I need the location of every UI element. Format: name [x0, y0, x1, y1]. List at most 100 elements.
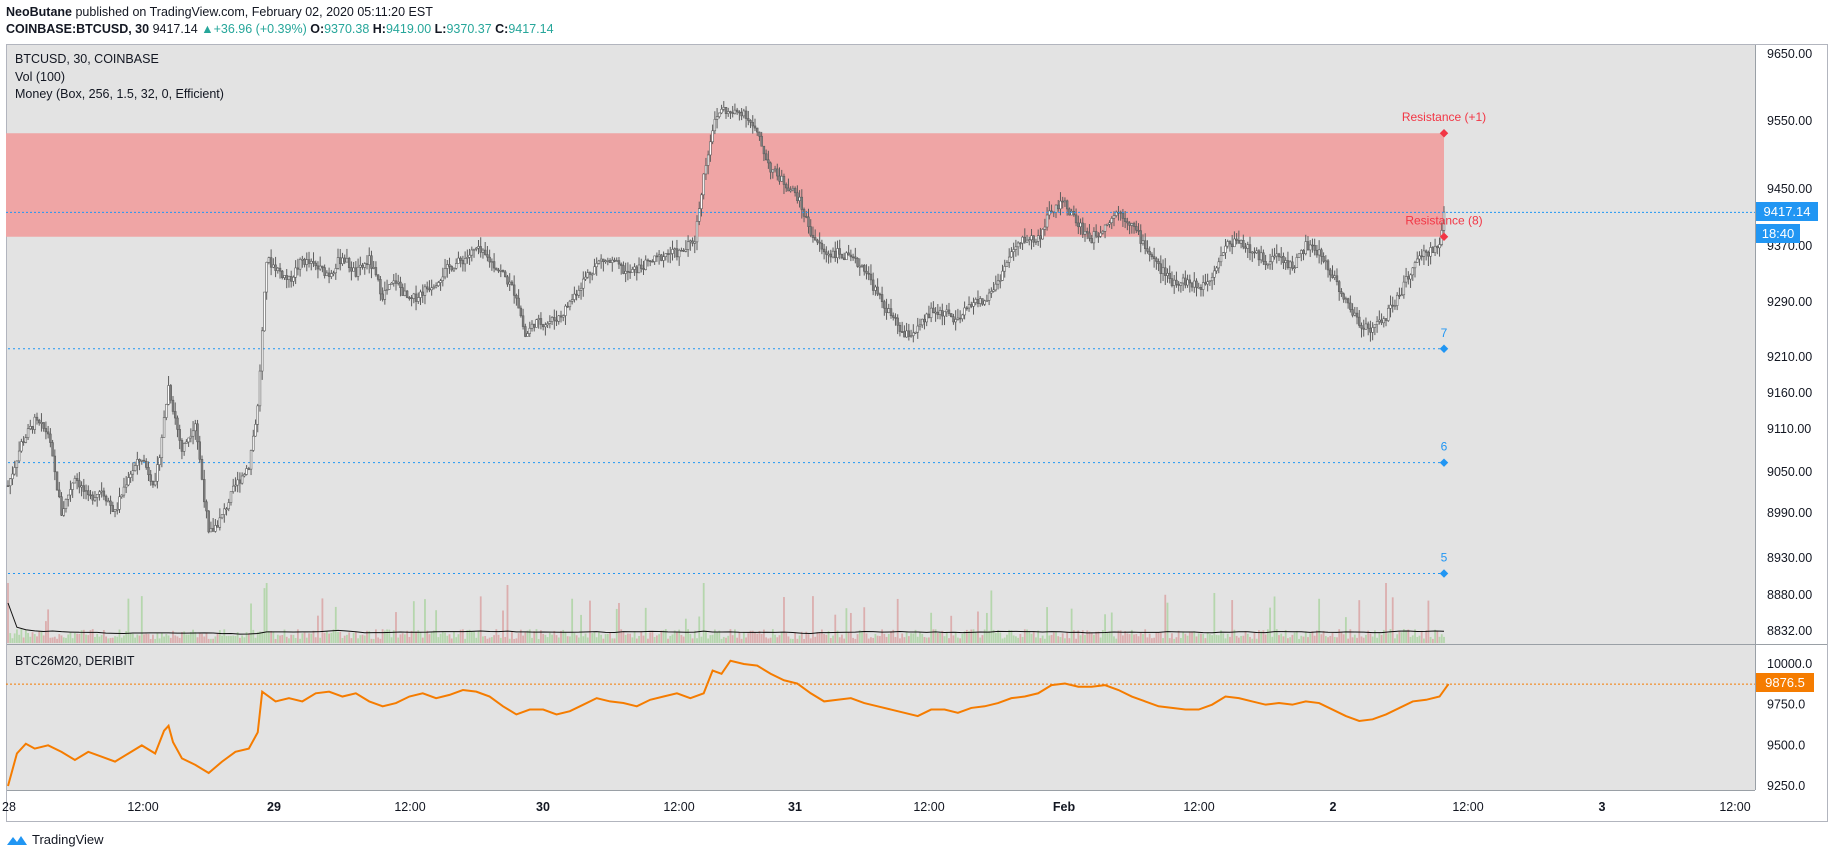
candle-body — [595, 263, 598, 268]
resistance-zone[interactable] — [6, 133, 1444, 237]
volume-bar — [241, 635, 244, 643]
volume-bar — [899, 638, 901, 643]
candle-body — [836, 248, 839, 258]
volume-bar — [738, 631, 741, 643]
volume-bar — [1400, 632, 1403, 643]
volume-bar — [1405, 630, 1407, 643]
footer-brand[interactable]: TradingView — [6, 832, 104, 847]
candle-body — [171, 399, 175, 412]
candle-body — [1034, 241, 1038, 243]
volume-bar — [533, 631, 536, 643]
time-tick-label: 2 — [1330, 800, 1337, 814]
volume-bar — [201, 633, 203, 643]
candle-body — [1121, 212, 1125, 219]
level-label-res_8: Resistance (8) — [1405, 214, 1482, 228]
volume-bar — [642, 635, 645, 643]
volume-bar — [584, 633, 587, 643]
volume-bar — [673, 630, 676, 643]
candle-body — [1054, 204, 1058, 213]
volume-bar — [1188, 632, 1191, 643]
candle-body — [573, 293, 576, 300]
candle-body — [1132, 223, 1136, 227]
volume-bar — [236, 632, 239, 643]
legend-money[interactable]: Money (Box, 256, 1.5, 32, 0, Efficient) — [15, 87, 224, 101]
author-name[interactable]: NeoButane — [6, 5, 72, 19]
candle-body — [158, 457, 161, 465]
volume-bar — [187, 634, 190, 643]
time-axis[interactable]: 28 12:00 29 12:00 30 12:00 31 12:00 Feb 12:00 2 12:… — [2, 800, 1751, 814]
volume-bar — [1213, 592, 1216, 643]
candle-body — [1043, 226, 1047, 230]
candle-body — [412, 293, 416, 299]
price-axis[interactable]: 9650.009550.009450.009370.009290.009210.… — [1767, 47, 1812, 638]
sub-pane[interactable] — [6, 645, 1755, 790]
volume-bar — [1200, 633, 1202, 643]
volume-bar — [323, 632, 326, 643]
legend-volume[interactable]: Vol (100) — [15, 70, 65, 84]
volume-bar — [593, 631, 596, 643]
price-badge-text: 9417.14 — [1764, 204, 1811, 219]
candle-body — [838, 248, 841, 255]
candle-body — [1135, 226, 1138, 231]
candle-body — [124, 484, 128, 488]
volume-bar — [1168, 638, 1171, 643]
candle-body — [1273, 255, 1276, 258]
volume-bar — [1273, 596, 1276, 643]
volume-bar — [192, 629, 194, 643]
legend-symbol[interactable]: BTCUSD, 30, COINBASE — [15, 52, 159, 66]
volume-bar — [881, 629, 883, 643]
candle-body — [289, 276, 293, 282]
volume-bar — [856, 634, 859, 643]
candle-body — [457, 257, 460, 264]
legend-sub-symbol[interactable]: BTC26M20, DERIBIT — [15, 654, 135, 668]
price-badge — [1756, 202, 1818, 221]
volume-bar — [1193, 631, 1196, 643]
candle-body — [961, 314, 964, 320]
volume-bar — [163, 636, 165, 643]
volume-bar — [332, 629, 335, 643]
candle-body — [1045, 214, 1049, 228]
candle-body — [1418, 255, 1421, 260]
candle-body — [1344, 298, 1348, 300]
candle-body — [1161, 267, 1165, 274]
candle-body — [1329, 269, 1332, 276]
volume-bar — [274, 638, 277, 643]
volume-bar — [1028, 630, 1031, 643]
candle-body — [60, 496, 63, 516]
candle-body — [495, 267, 498, 271]
candle-body — [1248, 244, 1252, 253]
volume-bar — [100, 635, 103, 643]
volume-bar — [1222, 633, 1225, 643]
candle-body — [789, 189, 792, 192]
candle-body — [26, 428, 30, 438]
candle-body — [974, 299, 977, 303]
volume-bar — [705, 630, 707, 643]
candle-body — [156, 464, 159, 482]
candle-body — [234, 484, 237, 487]
candle-body — [735, 109, 739, 113]
level-label-lvl_6: 6 — [1441, 440, 1448, 454]
volume-bar — [339, 631, 342, 643]
volume-bar — [537, 638, 540, 643]
futures-price-axis[interactable]: 10000.0 9750.0 9500.0 9250.0 — [1767, 657, 1812, 793]
candle-body — [1197, 286, 1200, 289]
candle-body — [203, 479, 206, 503]
volume-bar — [910, 633, 912, 643]
volume-bar — [267, 631, 270, 643]
volume-bar — [1159, 632, 1162, 643]
candle-body — [298, 258, 302, 270]
candle-body — [499, 270, 502, 272]
volume-bar — [281, 635, 284, 643]
candle-body — [55, 471, 59, 491]
volume-bar — [87, 635, 90, 643]
volume-bar — [194, 632, 197, 643]
volume-bar — [870, 637, 872, 643]
candle-body — [965, 307, 969, 310]
candle-body — [577, 289, 581, 296]
candle-body — [883, 301, 886, 309]
candle-body — [1315, 249, 1319, 256]
volume-bar — [1407, 629, 1410, 643]
candle-body — [80, 485, 83, 488]
volume-bar — [791, 638, 794, 643]
